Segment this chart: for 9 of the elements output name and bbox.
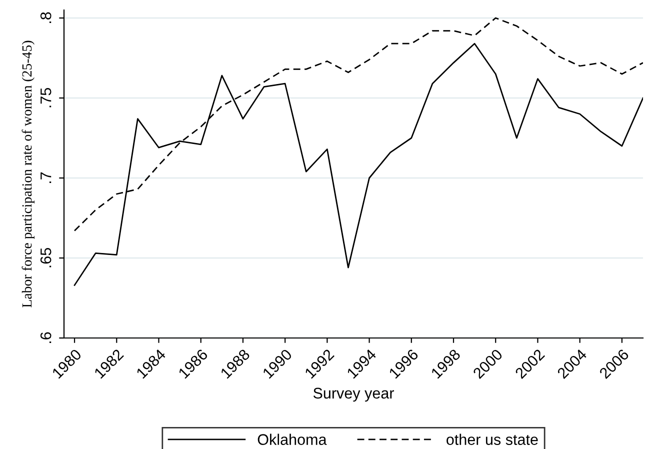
- y-tick-label: .6: [40, 332, 52, 343]
- y-tick-label: .75: [40, 88, 52, 108]
- y-tick-label: .65: [40, 248, 52, 268]
- legend-label: other us state: [446, 434, 538, 445]
- y-tick-label: .7: [40, 172, 52, 183]
- x-axis-title: Survey year: [313, 388, 394, 402]
- y-tick-label: .8: [40, 12, 52, 23]
- y-axis-title: Labor force participation rate of women (25-45): [22, 40, 34, 308]
- legend-label: Oklahoma: [258, 434, 327, 445]
